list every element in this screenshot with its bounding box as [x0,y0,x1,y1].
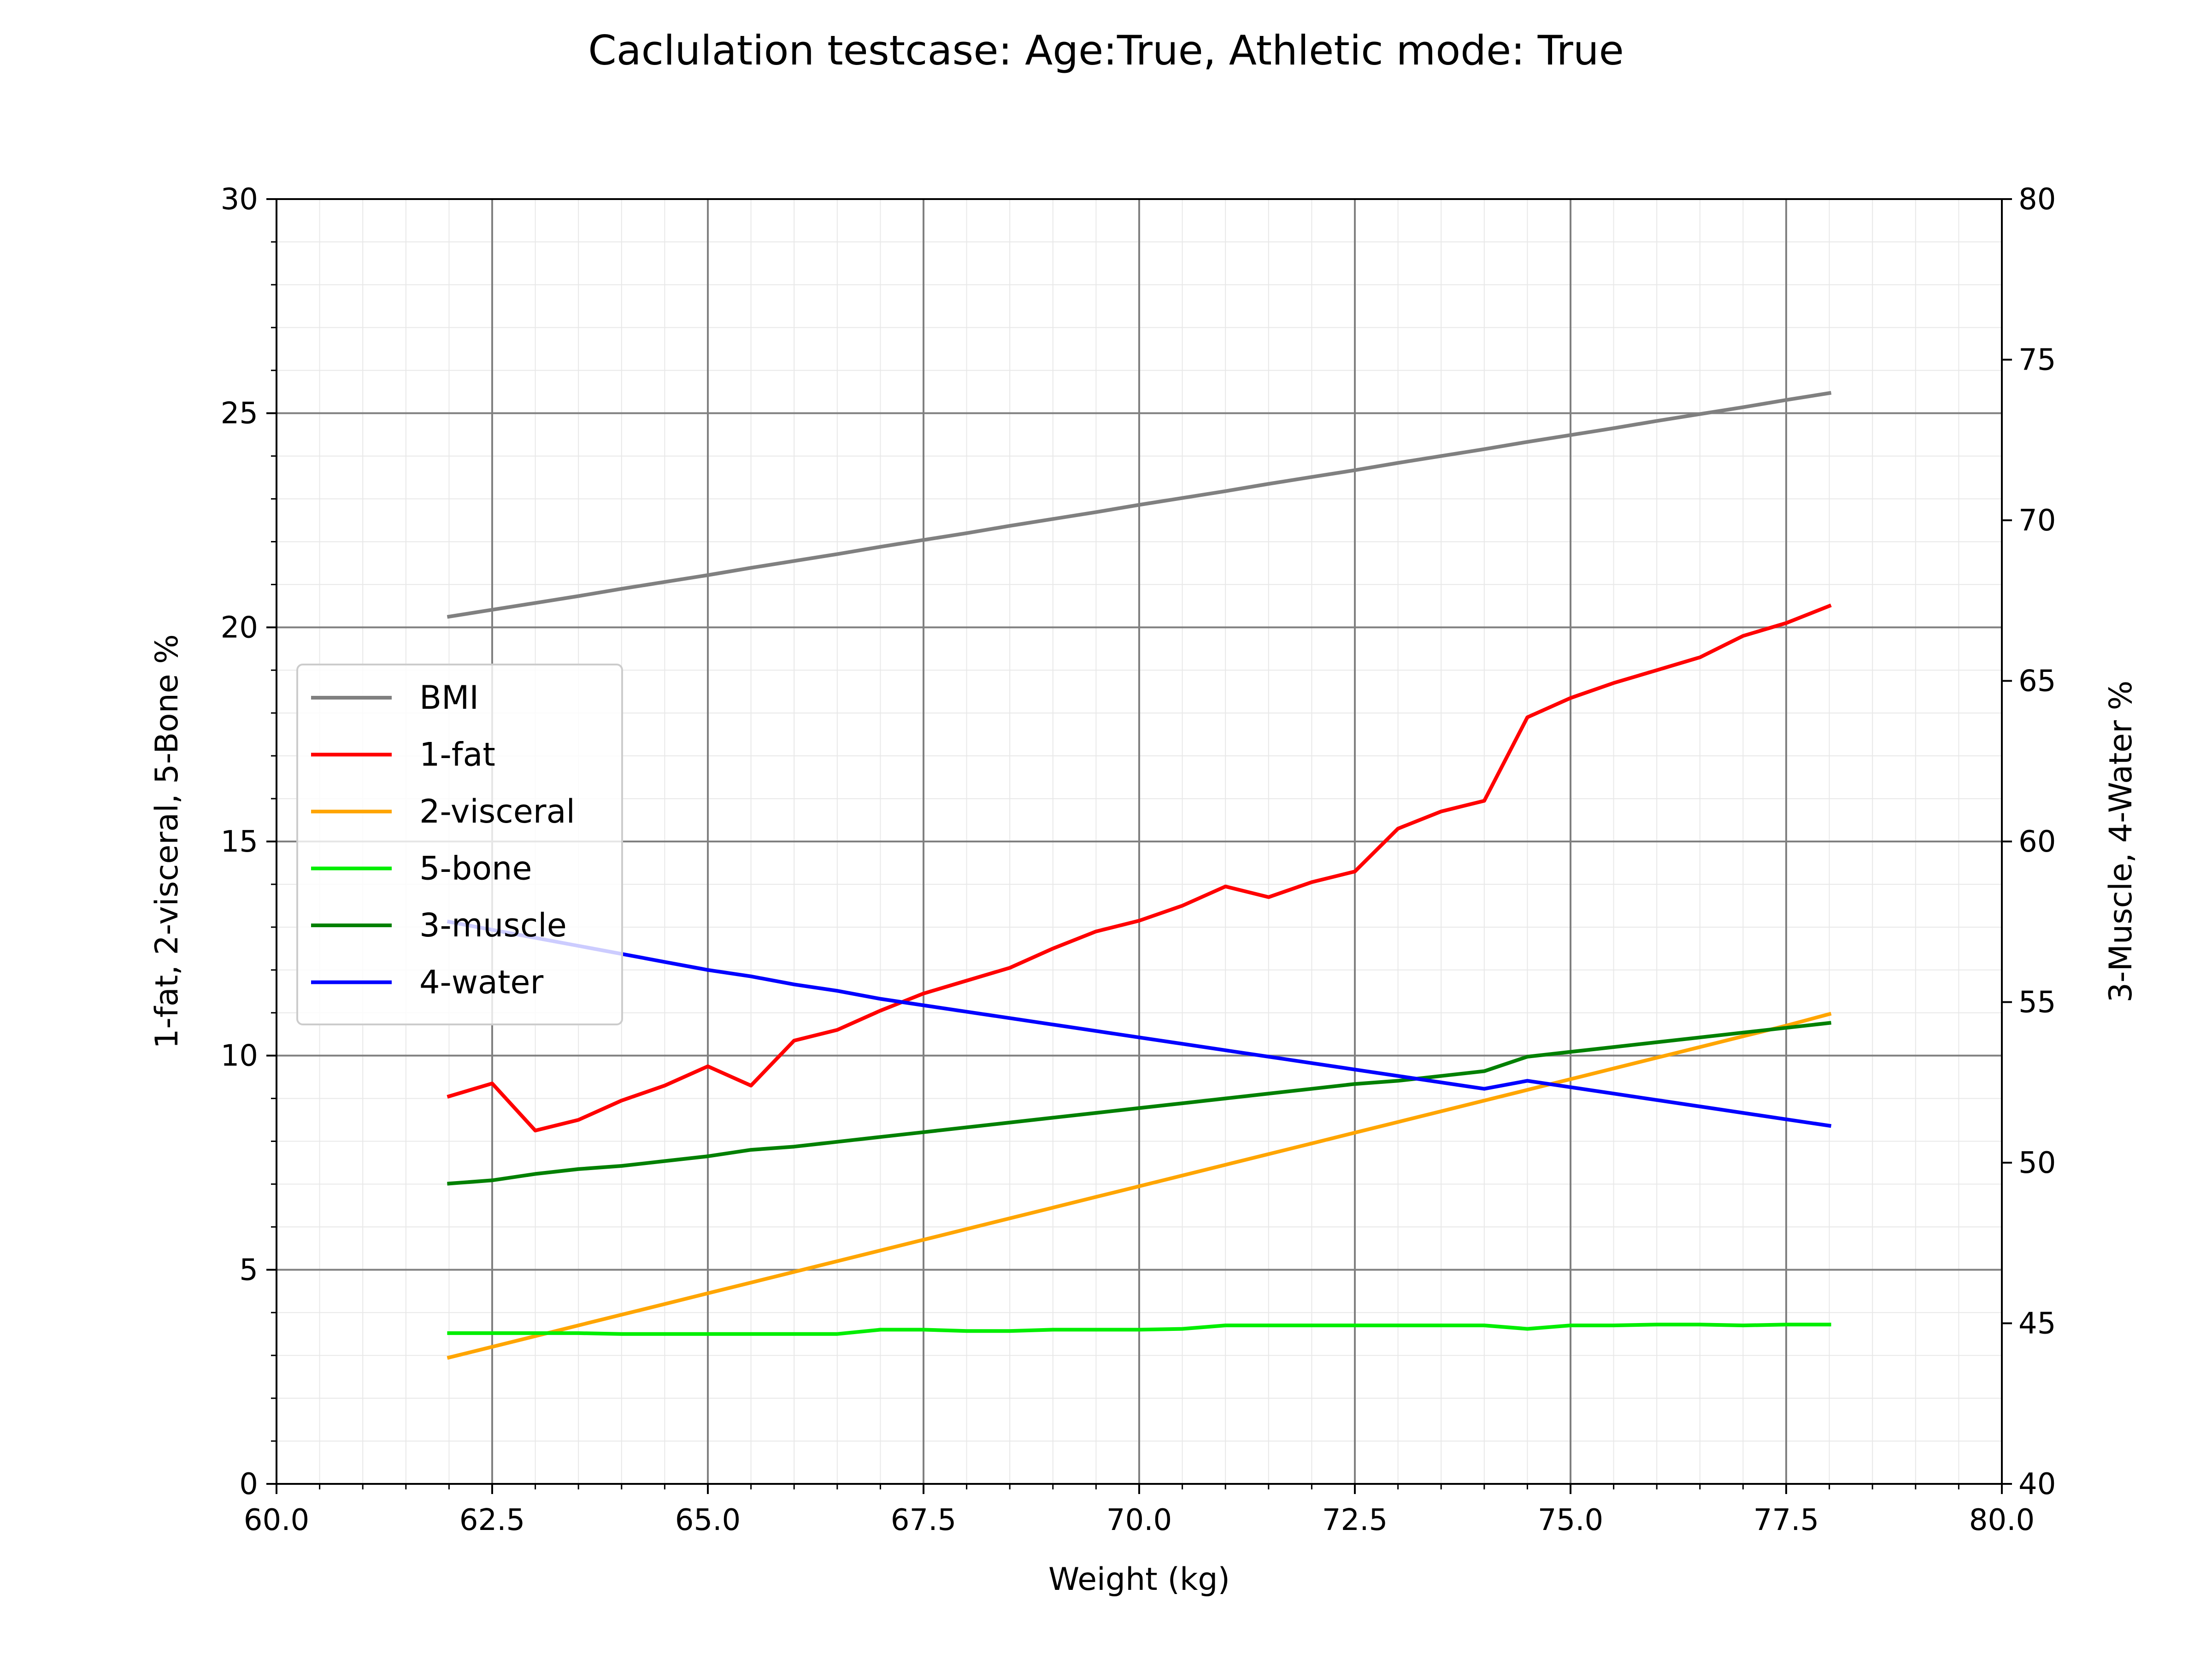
y-right-tick-label: 65 [2018,665,2056,699]
plot-lines [447,391,1832,1360]
y-left-tick-label: 20 [221,611,258,645]
y-right-tick-label: 80 [2018,182,2056,217]
x-tick-label: 70.0 [1106,1503,1172,1537]
series-line-2-visceral [447,1012,1832,1360]
series-line-1-fat [447,603,1832,1133]
y-right-tick-label: 50 [2018,1146,2056,1180]
legend-label: 4-water [419,964,543,1001]
y-right-tick-label: 70 [2018,504,2056,538]
x-axis-label: Weight (kg) [1048,1561,1230,1598]
legend-label: 1-fat [419,736,495,774]
y-left-tick-label: 30 [221,182,258,217]
legend-label: 2-visceral [419,793,575,830]
legend: BMI 1-fat 2-visceral 5-bone 3-muscle 4-water [296,664,623,1025]
y-axis-right: 40 45 50 55 60 65 70 75 80 [2002,182,2056,1501]
y-axis-right-label: 3-Muscle, 4-Water % [2103,681,2139,1003]
y-right-tick-label: 45 [2018,1307,2056,1341]
series-line-5-bone [447,1323,1831,1336]
y-right-tick-label: 60 [2018,825,2056,859]
x-tick-label: 67.5 [891,1503,957,1537]
x-tick-label: 72.5 [1322,1503,1388,1537]
y-right-tick-label: 55 [2018,986,2056,1020]
legend-label: 3-muscle [419,906,567,944]
y-left-tick-label: 25 [221,397,258,431]
y-axis-left-label: 1-fat, 2-visceral, 5-Bone % [149,634,185,1049]
y-right-tick-label: 40 [2018,1467,2056,1501]
x-tick-label: 60.0 [244,1503,310,1537]
x-tick-label: 77.5 [1753,1503,1819,1537]
y-left-tick-label: 10 [221,1039,258,1073]
x-axis: 60.0 62.5 65.0 67.5 70.0 72.5 75.0 77.5 80.0 [244,1484,2035,1537]
x-tick-label: 75.0 [1538,1503,1604,1537]
y-right-tick-label: 75 [2018,343,2056,377]
x-tick-label: 65.0 [675,1503,741,1537]
series-line-3-muscle [447,1021,1832,1186]
y-left-tick-label: 0 [239,1467,258,1501]
legend-label: BMI [419,679,479,717]
y-left-tick-label: 15 [221,825,258,859]
x-tick-label: 62.5 [459,1503,525,1537]
series-line-bmi [447,391,1832,619]
series-line-4-water [447,919,1832,1128]
chart-title: Caclulation testcase: Age:True, Athletic… [588,27,1624,74]
y-left-tick-label: 5 [239,1253,258,1287]
legend-label: 5-bone [419,850,532,888]
x-tick-label: 80.0 [1969,1503,2035,1537]
y-axis-left: 0 5 10 15 20 25 30 [221,182,276,1501]
